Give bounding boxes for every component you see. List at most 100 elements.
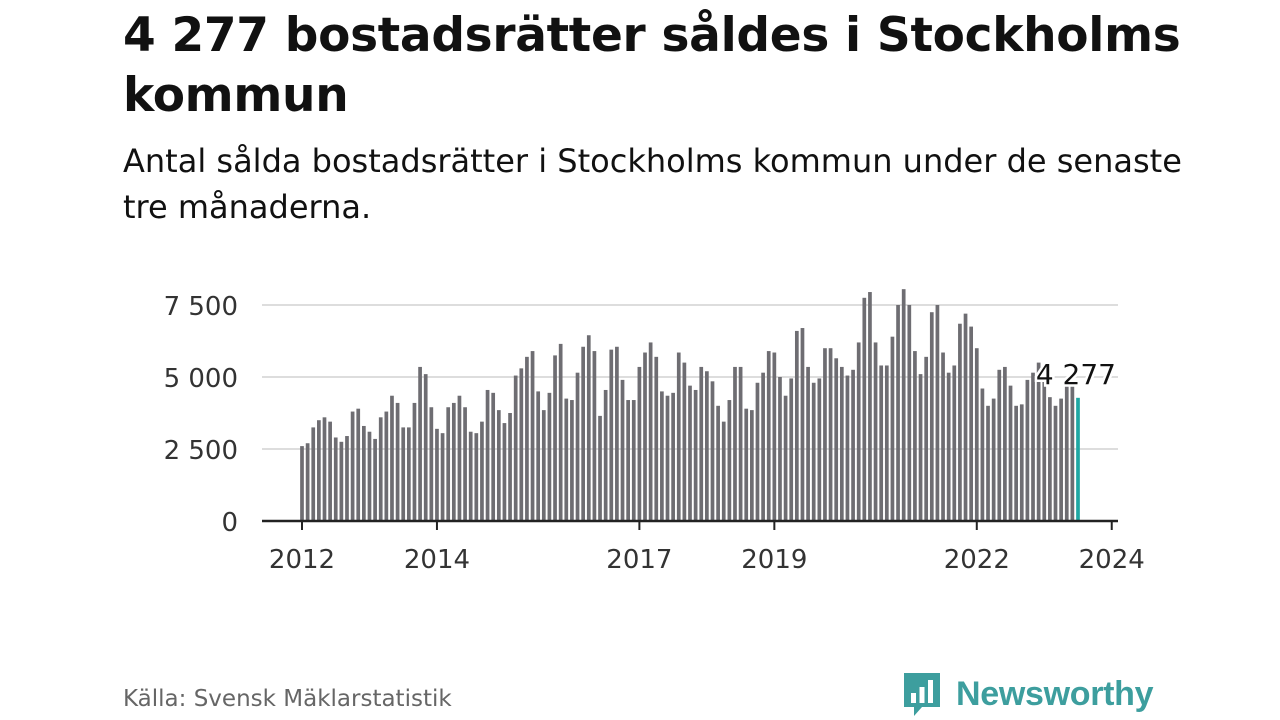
bar [311, 427, 316, 521]
bar [676, 352, 681, 521]
bar [839, 366, 844, 521]
bar [440, 433, 445, 521]
bar [373, 438, 377, 521]
bar [772, 352, 777, 521]
bar [564, 398, 569, 521]
x-tick-label: 2017 [606, 545, 672, 575]
bar [997, 369, 1002, 521]
bar [603, 389, 608, 521]
bar [1059, 398, 1063, 521]
bar [350, 411, 355, 521]
bar [631, 400, 636, 521]
bar [362, 425, 366, 521]
bar [592, 351, 597, 521]
bar [868, 292, 872, 521]
bar [969, 326, 974, 521]
bar [1053, 405, 1058, 521]
bar [991, 398, 996, 521]
bar [733, 366, 737, 521]
bar [1003, 366, 1007, 521]
bar [834, 358, 839, 521]
bar [890, 336, 895, 521]
bar [918, 374, 923, 521]
bar [879, 365, 884, 521]
bar [750, 410, 754, 521]
bar [339, 441, 344, 521]
bar [789, 378, 794, 521]
source-note: Källa: Svensk Mäklarstatistik [123, 686, 452, 712]
bar [705, 371, 709, 521]
bar [761, 372, 765, 521]
bar [609, 349, 614, 521]
bar [598, 415, 602, 521]
bar [907, 305, 912, 521]
bar [1014, 405, 1018, 521]
bar [958, 323, 962, 521]
bar [845, 375, 850, 521]
bar [480, 421, 484, 521]
highlight-value-label: 4 277 [1036, 358, 1116, 391]
bar [620, 379, 625, 521]
bar [794, 330, 799, 521]
bar [699, 366, 704, 521]
bar [536, 391, 541, 521]
bar [586, 335, 591, 521]
bar-chart-speech-bubble-icon [904, 673, 940, 716]
bar [457, 395, 462, 521]
bar [1036, 362, 1041, 521]
bar [716, 405, 720, 521]
bar [1008, 385, 1013, 521]
bar [530, 351, 535, 521]
bar [384, 411, 389, 521]
bar [502, 423, 507, 521]
bar [570, 400, 574, 521]
bar [896, 305, 900, 521]
bar [401, 427, 406, 521]
y-tick-label: 0 [221, 508, 238, 538]
bar [395, 402, 400, 521]
bar [974, 348, 979, 521]
bar [581, 346, 586, 521]
bar [345, 436, 349, 521]
bar [485, 389, 490, 521]
bar [435, 428, 439, 521]
bar [558, 343, 563, 521]
bar [986, 405, 990, 521]
bar [682, 362, 687, 521]
bar [980, 388, 985, 521]
y-axis-ticks: 0 2 500 5 000 7 500 [164, 292, 238, 538]
chart-title: 4 277 bostadsrätter såldes i Stockholms … [123, 8, 1181, 123]
bar [463, 407, 467, 521]
bar [508, 413, 512, 521]
bar [356, 408, 361, 521]
bar [305, 443, 310, 521]
bar [806, 366, 810, 521]
bar [446, 407, 451, 521]
bar [1042, 378, 1047, 521]
bar [654, 356, 659, 521]
bar [406, 427, 411, 521]
x-tick-label: 2024 [1079, 545, 1145, 575]
bar [1048, 397, 1052, 521]
bar [800, 328, 805, 521]
bar [553, 355, 557, 521]
bar [1025, 379, 1030, 521]
bar [513, 375, 518, 521]
bar [317, 420, 321, 521]
x-tick-label: 2012 [269, 545, 335, 575]
bar [491, 392, 496, 521]
bar [418, 366, 422, 521]
y-tick-label: 7 500 [164, 292, 238, 322]
bar [1019, 404, 1024, 521]
bar [1064, 382, 1069, 521]
bar [710, 381, 715, 521]
bar [828, 348, 833, 521]
bar [626, 400, 630, 521]
bar [783, 395, 788, 521]
bar [637, 366, 642, 521]
bar [671, 392, 675, 521]
bar [328, 421, 332, 521]
bar [423, 374, 428, 521]
bar-series [300, 289, 1080, 521]
bar [952, 365, 957, 521]
